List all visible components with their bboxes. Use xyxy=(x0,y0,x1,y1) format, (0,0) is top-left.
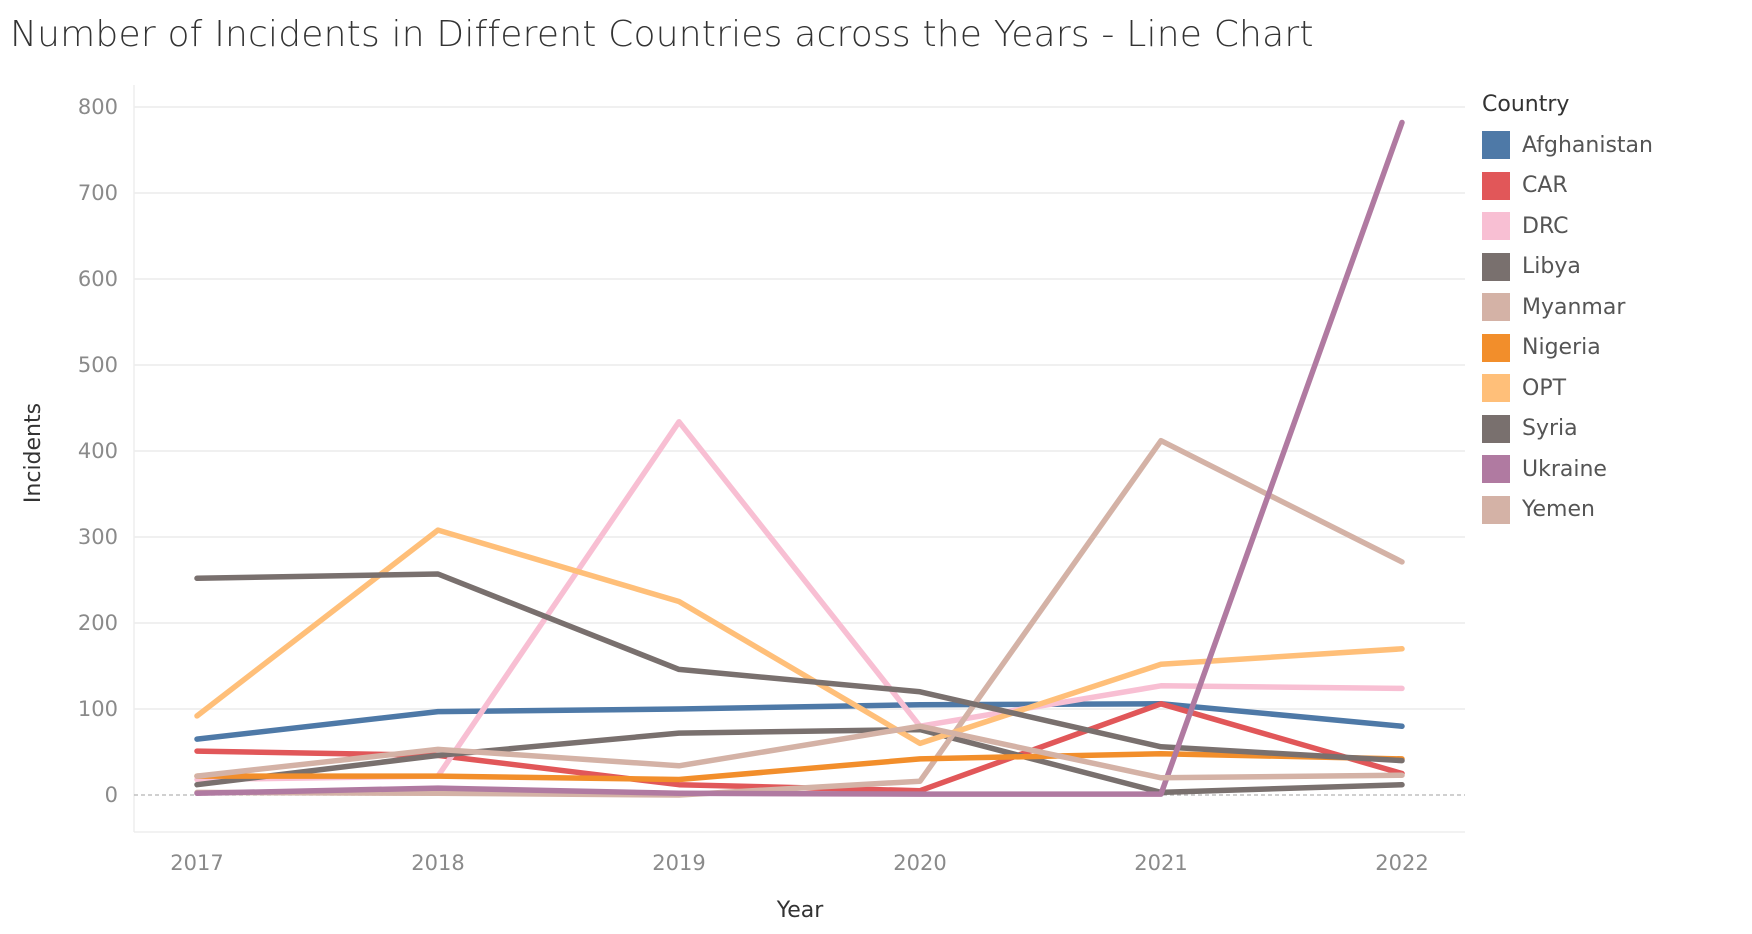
legend-swatch xyxy=(1482,333,1510,362)
series-lines xyxy=(194,119,1405,798)
legend-item-syria[interactable]: Syria xyxy=(1482,409,1653,450)
x-axis-label: Year xyxy=(776,898,825,923)
x-tick-label: 2021 xyxy=(1134,851,1187,875)
legend: Country Afghanistan CAR DRC Libya Myanmar Nig… xyxy=(1482,92,1653,530)
legend-swatch xyxy=(1482,131,1510,160)
x-tick-label: 2020 xyxy=(893,851,946,875)
legend-swatch xyxy=(1482,212,1510,241)
legend-label: Yemen xyxy=(1522,497,1595,523)
legend-item-drc[interactable]: DRC xyxy=(1482,206,1653,247)
legend-item-myanmar[interactable]: Myanmar xyxy=(1482,287,1653,328)
series-line-yemen[interactable] xyxy=(194,723,1405,781)
x-tick-label: 2018 xyxy=(411,851,464,875)
legend-label: OPT xyxy=(1522,375,1567,401)
legend-item-opt[interactable]: OPT xyxy=(1482,368,1653,409)
y-axis-ticks: 0 100 200 300 400 500 600 700 800 xyxy=(78,95,118,807)
legend-title: Country xyxy=(1482,92,1570,117)
legend-label: Libya xyxy=(1522,254,1581,280)
series-line-myanmar[interactable] xyxy=(194,437,1405,798)
legend-items: Afghanistan CAR DRC Libya Myanmar Nigeria OPT S… xyxy=(1482,125,1653,530)
legend-item-ukraine[interactable]: Ukraine xyxy=(1482,449,1653,490)
legend-label: CAR xyxy=(1522,173,1568,199)
x-tick-label: 2019 xyxy=(652,851,705,875)
grid-lines xyxy=(134,106,1465,710)
y-tick-label: 700 xyxy=(78,181,118,205)
series-line-afghanistan[interactable] xyxy=(194,701,1405,742)
y-tick-label: 100 xyxy=(78,697,118,721)
y-tick-label: 800 xyxy=(78,95,118,119)
legend-label: Syria xyxy=(1522,416,1578,442)
series-line-drc[interactable] xyxy=(194,419,1405,783)
legend-item-afghanistan[interactable]: Afghanistan xyxy=(1482,125,1653,166)
series-line-ukraine[interactable] xyxy=(194,119,1405,797)
y-tick-label: 300 xyxy=(78,525,118,549)
legend-label: Nigeria xyxy=(1522,335,1601,361)
legend-swatch xyxy=(1482,171,1510,200)
legend-item-car[interactable]: CAR xyxy=(1482,166,1653,207)
y-axis-label: Incidents xyxy=(21,403,46,503)
legend-swatch xyxy=(1482,455,1510,484)
legend-swatch xyxy=(1482,374,1510,403)
series-line-nigeria[interactable] xyxy=(194,750,1405,783)
legend-swatch xyxy=(1482,495,1510,524)
y-tick-label: 600 xyxy=(78,267,118,291)
legend-label: Ukraine xyxy=(1522,456,1607,482)
chart-title: Number of Incidents in Different Countri… xyxy=(10,14,1314,55)
legend-label: DRC xyxy=(1522,213,1569,239)
y-tick-label: 500 xyxy=(78,353,118,377)
y-tick-label: 200 xyxy=(78,611,118,635)
legend-swatch xyxy=(1482,252,1510,281)
legend-item-yemen[interactable]: Yemen xyxy=(1482,490,1653,531)
y-tick-label: 0 xyxy=(105,783,118,807)
series-line-syria[interactable] xyxy=(194,571,1405,764)
series-line-opt[interactable] xyxy=(194,527,1405,747)
legend-label: Afghanistan xyxy=(1522,132,1653,158)
legend-label: Myanmar xyxy=(1522,294,1626,320)
y-tick-label: 400 xyxy=(78,439,118,463)
x-tick-label: 2017 xyxy=(170,851,223,875)
legend-item-libya[interactable]: Libya xyxy=(1482,247,1653,288)
legend-item-nigeria[interactable]: Nigeria xyxy=(1482,328,1653,369)
x-axis-ticks: 2017 2018 2019 2020 2021 2022 xyxy=(170,851,1428,875)
series-line-libya[interactable] xyxy=(194,726,1405,796)
legend-swatch xyxy=(1482,293,1510,322)
x-tick-label: 2022 xyxy=(1375,851,1428,875)
legend-swatch xyxy=(1482,414,1510,443)
